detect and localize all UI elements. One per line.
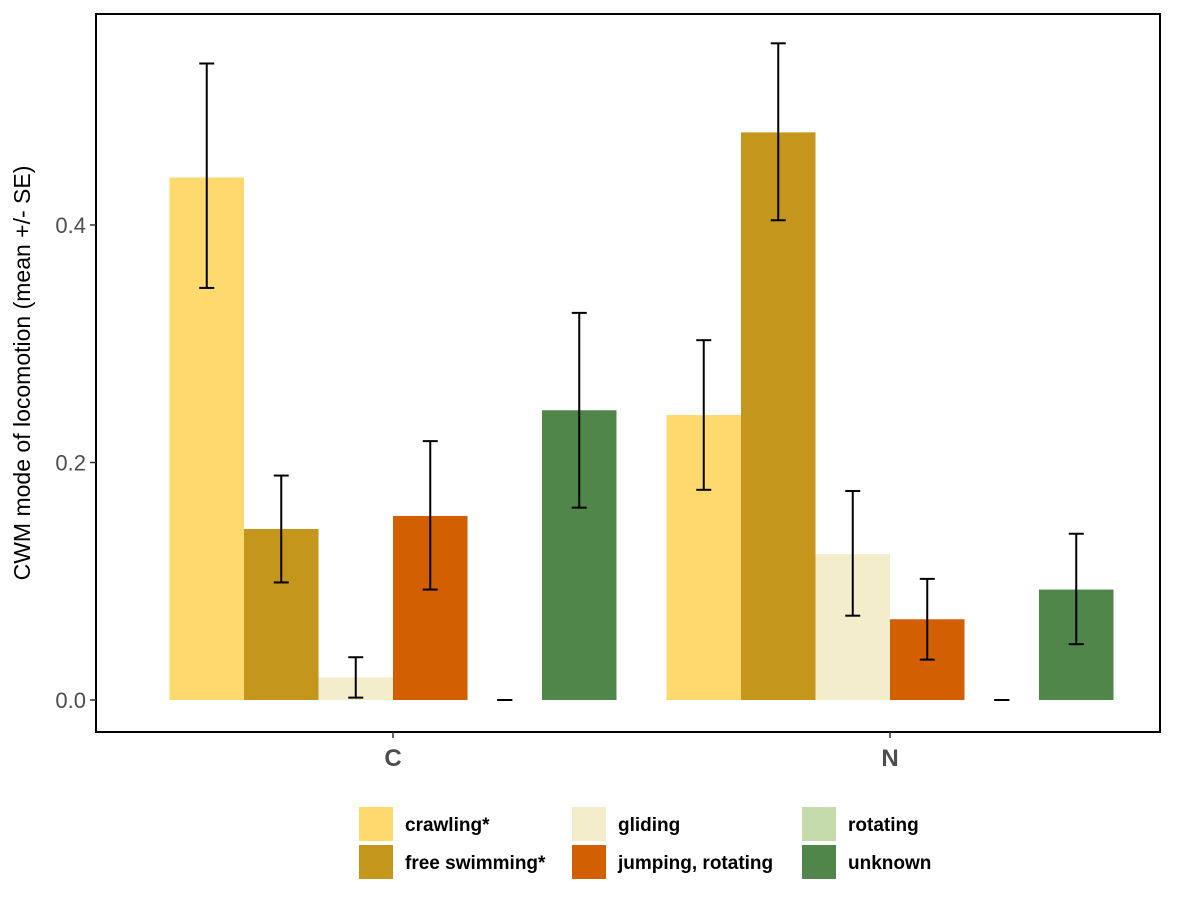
y-axis: 0.0 0.2 0.4 [55, 213, 96, 713]
legend-item: gliding [572, 807, 680, 841]
error-bar-C-3 [422, 440, 438, 591]
y-tick-label: 0.0 [55, 688, 86, 713]
legend-item: unknown [802, 845, 931, 879]
legend-label: gliding [618, 815, 680, 836]
legend-label: free swimming* [405, 853, 546, 874]
legend: crawling* free swimming* gliding jumping, r… [359, 807, 931, 879]
error-bar-N-1 [770, 42, 786, 222]
legend-label: rotating [848, 815, 919, 836]
bars-layer [169, 132, 1114, 701]
legend-label: unknown [848, 853, 931, 874]
legend-swatch [572, 845, 606, 879]
legend-swatch [802, 807, 836, 841]
bar-N-1 [741, 132, 816, 701]
legend-swatch [359, 807, 393, 841]
x-category-label: C [384, 745, 401, 772]
error-bar-N-0 [696, 339, 712, 491]
legend-item: crawling* [359, 807, 490, 841]
error-bar-N-2 [845, 490, 861, 617]
y-tick-label: 0.4 [55, 213, 86, 238]
error-bar-N-5 [1068, 532, 1084, 646]
legend-swatch [572, 807, 606, 841]
error-bar-C-5 [571, 311, 587, 509]
error-bars-layer [199, 42, 1084, 701]
legend-item: rotating [802, 807, 919, 841]
error-bar-C-0 [199, 62, 215, 289]
error-bar-N-3 [919, 577, 935, 661]
legend-swatch [802, 845, 836, 879]
error-bar-C-2 [348, 656, 364, 699]
y-tick-label: 0.2 [55, 451, 86, 476]
error-bar-C-1 [273, 474, 289, 584]
legend-label: jumping, rotating [617, 853, 773, 874]
plot-panel-border [95, 13, 1161, 733]
legend-label: crawling* [405, 815, 490, 836]
legend-item: free swimming* [359, 845, 546, 879]
legend-swatch [359, 845, 393, 879]
legend-item: jumping, rotating [572, 845, 773, 879]
y-axis-title: CWM mode of locomotion (mean +/- SE) [9, 166, 35, 581]
x-category-label: N [881, 745, 898, 772]
